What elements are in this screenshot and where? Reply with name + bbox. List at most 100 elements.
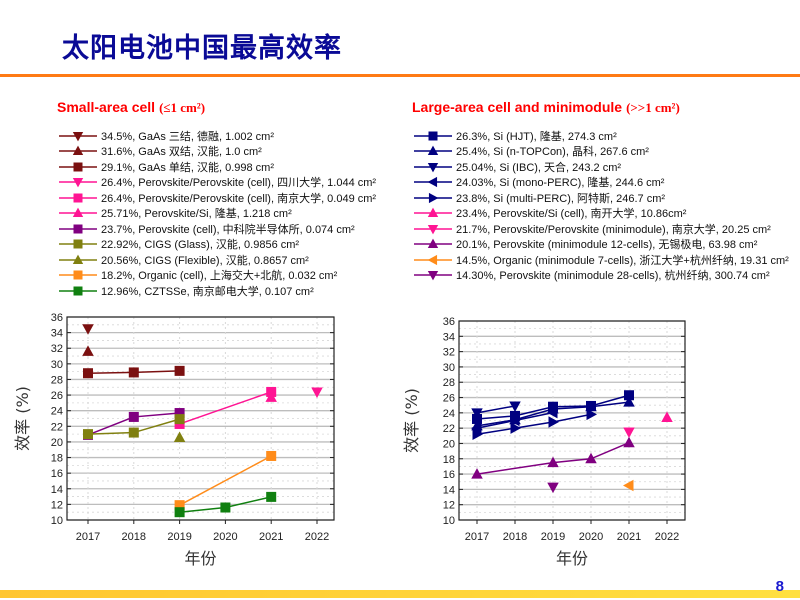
- y-tick-label: 34: [51, 328, 63, 340]
- y-tick-label: 18: [51, 453, 63, 465]
- y-tick-label: 28: [51, 374, 63, 386]
- x-axis-label: 年份: [184, 549, 216, 568]
- legend-label: 25.4%, Si (n-TOPCon), 晶科, 267.6 cm²: [456, 146, 649, 159]
- data-point: [266, 491, 277, 502]
- legend-item: 22.92%, CIGS (Glass), 汉能, 0.9856 cm²: [57, 237, 376, 253]
- legend-marker-icon: [414, 145, 452, 156]
- legend-marker-icon: [414, 207, 452, 218]
- y-tick-label: 28: [443, 377, 455, 389]
- x-tick-label: 2017: [465, 531, 489, 543]
- legend-label: 14.30%, Perovskite (minimodule 28-cells)…: [456, 270, 770, 283]
- x-tick-label: 2018: [503, 531, 527, 543]
- title-divider: [0, 74, 800, 77]
- legend-label: 26.4%, Perovskite/Perovskite (cell), 南京大…: [101, 192, 377, 205]
- data-point: [623, 436, 635, 448]
- data-point: [174, 500, 185, 511]
- legend-item: 29.1%, GaAs 单结, 汉能, 0.998 cm²: [57, 159, 376, 175]
- legend-title-text: Small-area cell: [57, 99, 156, 115]
- legend-item: 26.4%, Perovskite/Perovskite (cell), 南京大…: [57, 190, 376, 206]
- legend-title-text: Large-area cell and minimodule: [412, 99, 623, 115]
- data-point: [623, 396, 635, 407]
- legend-marker-icon: [59, 224, 97, 234]
- data-point: [471, 408, 483, 419]
- legend-item: 21.7%, Perovskite/Perovskite (minimodule…: [412, 221, 789, 237]
- legend-item: 24.03%, Si (mono-PERC), 隆基, 244.6 cm²: [412, 175, 789, 191]
- legend-marker-icon: [59, 270, 97, 280]
- legend-marker: [73, 224, 83, 234]
- legend-marker: [428, 192, 439, 203]
- y-tick-label: 36: [51, 312, 63, 324]
- series-line: [179, 455, 272, 506]
- data-point: [82, 324, 94, 335]
- series-line: [179, 391, 272, 425]
- legend-marker: [427, 207, 439, 218]
- legend-marker: [72, 131, 84, 142]
- legend-marker: [427, 177, 438, 188]
- legend-label: 24.03%, Si (mono-PERC), 隆基, 244.6 cm²: [456, 177, 665, 190]
- legend-item: 14.5%, Organic (minimodule 7-cells), 浙江大…: [412, 252, 789, 268]
- data-point: [547, 482, 559, 494]
- legend-marker-icon: [59, 239, 97, 249]
- legend-title-small-area: Small-area cell (≤1 cm²): [57, 99, 205, 116]
- data-point: [128, 411, 139, 422]
- legend-item: 23.7%, Perovskite (cell), 中科院半导体所, 0.074…: [57, 221, 376, 237]
- y-tick-label: 16: [443, 469, 455, 481]
- legend-item: 23.4%, Perovskite/Si (cell), 南开大学, 10.86…: [412, 206, 789, 222]
- legend-label: 31.6%, GaAs 双结, 汉能, 1.0 cm²: [101, 146, 262, 159]
- y-tick-label: 18: [443, 454, 455, 466]
- y-tick-label: 26: [443, 393, 455, 405]
- legend-marker-icon: [414, 238, 452, 249]
- legend-small-area: 34.5%, GaAs 三结, 德融, 1.002 cm² 31.6%, GaAs…: [57, 128, 376, 299]
- y-tick-label: 20: [51, 437, 63, 449]
- legend-marker-icon: [59, 254, 97, 264]
- data-point: [82, 345, 94, 356]
- data-point: [266, 450, 277, 461]
- data-point: [472, 413, 482, 424]
- legend-marker: [428, 131, 438, 141]
- data-point: [585, 452, 597, 464]
- y-tick-label: 20: [443, 438, 455, 450]
- data-point: [547, 456, 559, 468]
- legend-label: 26.3%, Si (HJT), 隆基, 274.3 cm²: [456, 130, 617, 143]
- legend-marker-icon: [59, 286, 97, 296]
- legend-label: 14.5%, Organic (minimodule 7-cells), 浙江大…: [456, 254, 789, 267]
- y-tick-label: 24: [443, 408, 455, 420]
- legend-label: 25.04%, Si (IBC), 天合, 243.2 cm²: [456, 161, 622, 174]
- legend-marker: [73, 286, 83, 296]
- y-tick-label: 14: [51, 484, 63, 496]
- slide-title: 太阳电池中国最高效率: [62, 33, 342, 64]
- legend-marker: [427, 162, 439, 173]
- y-tick-label: 30: [51, 359, 63, 371]
- y-tick-label: 26: [51, 390, 63, 402]
- legend-marker-icon: [414, 192, 452, 203]
- data-point: [83, 429, 93, 440]
- legend-item: 20.1%, Perovskite (minimodule 12-cells),…: [412, 237, 789, 253]
- y-tick-label: 22: [51, 421, 63, 433]
- data-point: [509, 401, 521, 412]
- data-point: [471, 468, 483, 479]
- legend-label: 21.7%, Perovskite/Perovskite (minimodule…: [456, 223, 771, 236]
- series-line: [476, 442, 630, 475]
- y-tick-label: 36: [443, 316, 455, 328]
- legend-marker: [73, 193, 83, 203]
- legend-marker: [427, 271, 439, 281]
- legend-label: 34.5%, GaAs 三结, 德融, 1.002 cm²: [101, 130, 275, 143]
- legend-marker-icon: [59, 207, 97, 218]
- legend-label: 23.7%, Perovskite (cell), 中科院半导体所, 0.074…: [101, 223, 355, 236]
- x-tick-label: 2019: [167, 531, 191, 543]
- data-point: [174, 408, 185, 419]
- legend-marker: [72, 178, 84, 188]
- x-tick-label: 2019: [541, 531, 565, 543]
- legend-marker-icon: [414, 224, 452, 235]
- y-tick-label: 10: [51, 515, 63, 527]
- legend-marker: [427, 238, 439, 249]
- plot-frame: [458, 320, 686, 521]
- series-line: [476, 405, 516, 414]
- legend-marker: [72, 207, 84, 218]
- legend-marker-icon: [414, 177, 452, 188]
- data-point: [311, 387, 323, 398]
- legend-marker-icon: [59, 145, 97, 156]
- legend-item: 34.5%, GaAs 三结, 德融, 1.002 cm²: [57, 128, 376, 144]
- y-axis-label: 效率 (%): [402, 388, 421, 453]
- data-point: [128, 367, 139, 378]
